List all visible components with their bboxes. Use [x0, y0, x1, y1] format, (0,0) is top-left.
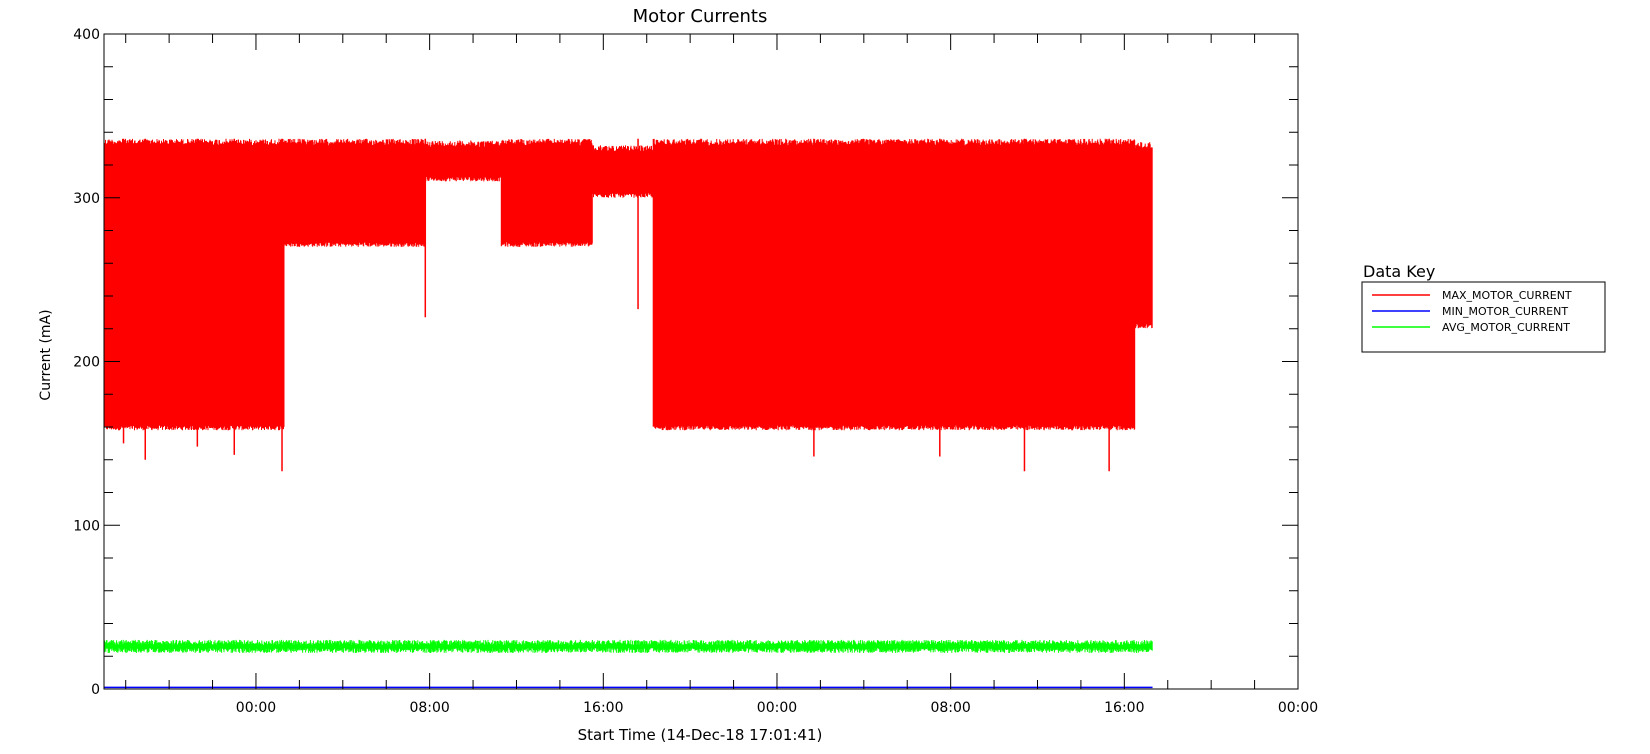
x-tick-label: 00:00 — [757, 700, 797, 716]
max-current-segment-0 — [103, 138, 285, 431]
x-tick-label: 00:00 — [1278, 700, 1318, 716]
y-tick-label: 100 — [73, 518, 100, 534]
max-current-segment-3 — [500, 138, 593, 247]
x-tick-label: 16:00 — [583, 700, 623, 716]
legend-label-2: AVG_MOTOR_CURRENT — [1442, 321, 1570, 334]
y-tick-label: 200 — [73, 355, 100, 371]
avg-current-line — [103, 639, 1153, 653]
x-tick-label: 08:00 — [930, 700, 970, 716]
max-current-segment-4 — [592, 145, 654, 198]
max-current-segment-6 — [1134, 142, 1153, 329]
max-current-segment-2 — [424, 140, 502, 182]
chart-title: Motor Currents — [633, 6, 768, 27]
y-tick-label: 0 — [91, 682, 100, 698]
y-tick-label: 400 — [73, 27, 100, 43]
max-current-segment-5 — [652, 138, 1136, 431]
data-layer — [103, 138, 1153, 689]
x-tick-label: 00:00 — [236, 700, 276, 716]
max-current-segment-1 — [283, 138, 426, 247]
x-tick-label: 08:00 — [409, 700, 449, 716]
axis-layer: 0 100 200 300 400 00:00 08:00 16:00 00:00 08:00 16… — [73, 27, 1318, 716]
legend-title: Data Key — [1363, 262, 1435, 281]
legend-box — [1361, 281, 1606, 353]
legend-label-1: MIN_MOTOR_CURRENT — [1442, 305, 1568, 318]
legend-label-0: MAX_MOTOR_CURRENT — [1442, 289, 1572, 302]
legend-entries: MAX_MOTOR_CURRENT MIN_MOTOR_CURRENT AVG_MO… — [1372, 289, 1572, 334]
y-axis-label: Current (mA) — [38, 309, 54, 400]
legend: Data Key MAX_MOTOR_CURRENT MIN_MOTOR_CURR… — [1361, 262, 1606, 353]
x-axis-label: Start Time (14-Dec-18 17:01:41) — [578, 726, 823, 744]
y-tick-label: 300 — [73, 191, 100, 207]
x-tick-label: 16:00 — [1104, 700, 1144, 716]
